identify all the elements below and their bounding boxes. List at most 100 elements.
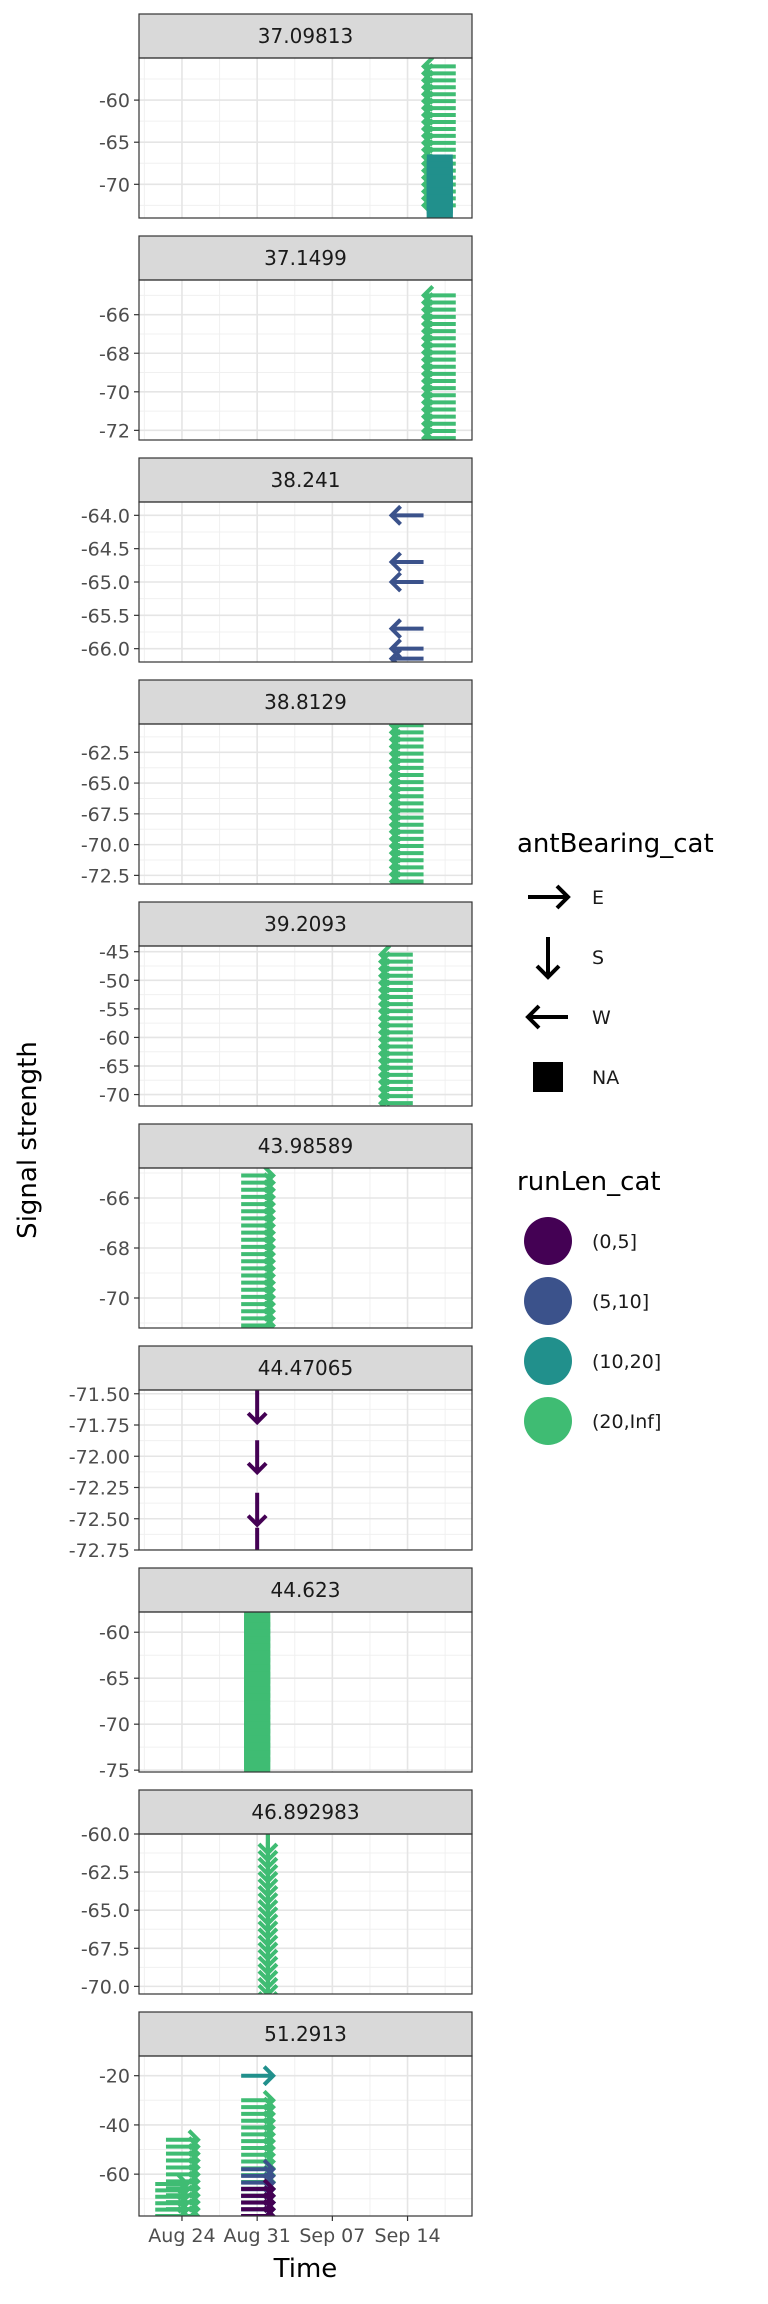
data-point xyxy=(241,1315,276,1328)
facet-panel xyxy=(139,1168,472,1328)
panel-border xyxy=(138,57,473,219)
facet-strip xyxy=(138,457,473,503)
y-tick-label: -64.0 xyxy=(81,505,130,527)
y-tick-label: -20 xyxy=(99,2066,130,2088)
legend-label-bearing: NA xyxy=(592,1067,619,1089)
y-tick-label: -70 xyxy=(99,382,130,404)
data-point xyxy=(388,551,424,573)
facet-strip-label: 37.09813 xyxy=(258,24,353,48)
y-tick-label: -72.50 xyxy=(69,1509,130,1531)
legend-label-runlen: (10,20] xyxy=(592,1351,661,1373)
y-tick-label: -60 xyxy=(99,90,130,112)
facet-strip-label: 37.1499 xyxy=(264,246,347,270)
y-tick-label: -70.0 xyxy=(81,1976,130,1998)
y-tick-label: -72.5 xyxy=(81,865,130,887)
y-tick-label: -71.75 xyxy=(69,1415,130,1437)
data-point xyxy=(426,200,453,218)
y-tick-label: -60.0 xyxy=(81,1824,130,1846)
panel-background xyxy=(139,58,472,218)
y-tick-label: -66 xyxy=(99,305,130,327)
facet-strip xyxy=(138,1567,473,1613)
facet-strip-label: 44.47065 xyxy=(258,1356,353,1380)
data-point xyxy=(388,571,424,593)
data-point xyxy=(265,1976,270,1994)
data-point xyxy=(246,1440,268,1476)
y-tick-label: -65.0 xyxy=(81,773,130,795)
panel-border xyxy=(138,1389,473,1551)
y-tick-label: -70 xyxy=(99,174,130,196)
y-tick-label: -65 xyxy=(99,132,130,154)
y-tick-label: -62.5 xyxy=(81,1862,130,1884)
y-tick-label: -71.50 xyxy=(69,1384,130,1406)
y-tick-label: -65 xyxy=(99,1056,130,1078)
x-tick-label: Sep 07 xyxy=(299,2225,365,2247)
data-point xyxy=(388,871,424,884)
facet-strip xyxy=(138,1123,473,1169)
legend-label-bearing: E xyxy=(592,887,604,909)
panel-background xyxy=(139,280,472,440)
facet-panel xyxy=(139,2056,472,2216)
legend-color-key xyxy=(524,1217,572,1265)
y-tick-label: -66.0 xyxy=(81,639,130,661)
data-point xyxy=(377,1092,413,1106)
panel-border xyxy=(138,1833,473,1995)
y-tick-label: -62.5 xyxy=(81,742,130,764)
y-tick-label: -72.75 xyxy=(69,1540,130,1562)
legend-color-key xyxy=(524,1397,572,1445)
legend-title-runlen: runLen_cat xyxy=(517,1167,661,1197)
x-axis-title: Time xyxy=(273,2254,338,2284)
y-tick-label: -60 xyxy=(99,2164,130,2186)
facet-strip xyxy=(138,1345,473,1391)
y-tick-label: -55 xyxy=(99,999,130,1021)
legend-label-bearing: S xyxy=(592,947,604,969)
x-tick-label: Sep 14 xyxy=(375,2225,441,2247)
legend-label-runlen: (20,Inf] xyxy=(592,1411,661,1433)
data-point xyxy=(165,2205,201,2216)
panel-background xyxy=(139,1834,472,1994)
panel-border xyxy=(138,945,473,1107)
data-point xyxy=(246,1390,268,1426)
y-tick-label: -70 xyxy=(99,1288,130,1310)
panel-background xyxy=(139,946,472,1106)
legend-color-key xyxy=(524,1337,572,1385)
y-axis-title: Signal strength xyxy=(13,1041,43,1239)
facet-panel xyxy=(139,1390,472,1550)
legend-color-key xyxy=(524,1277,572,1325)
y-tick-label: -70 xyxy=(99,1085,130,1107)
y-tick-label: -50 xyxy=(99,970,130,992)
x-tick-label: Aug 24 xyxy=(148,2225,215,2247)
y-tick-label: -68 xyxy=(99,1238,130,1260)
y-tick-label: -60 xyxy=(99,1027,130,1049)
facet-strip-label: 51.2913 xyxy=(264,2022,347,2046)
data-point xyxy=(246,1492,268,1528)
facet-panel xyxy=(139,1612,472,1772)
y-tick-label: -72.25 xyxy=(69,1478,130,1500)
facet-strip xyxy=(138,13,473,59)
facet-strip xyxy=(138,901,473,947)
facet-panel xyxy=(139,946,472,1106)
panel-border xyxy=(138,2055,473,2217)
y-tick-label: -45 xyxy=(99,942,130,964)
facet-strip-label: 38.241 xyxy=(271,468,341,492)
y-tick-label: -67.5 xyxy=(81,1938,130,1960)
legend-label-runlen: (0,5] xyxy=(592,1231,637,1253)
y-tick-label: -70.0 xyxy=(81,835,130,857)
facet-strip-label: 43.98589 xyxy=(258,1134,353,1158)
square-icon xyxy=(533,1062,563,1092)
legend-shape-group xyxy=(525,884,571,1092)
panel-background xyxy=(139,1612,472,1772)
panel-border xyxy=(138,723,473,885)
legend-label-bearing: W xyxy=(592,1007,611,1029)
data-point xyxy=(155,2205,191,2216)
y-tick-label: -68 xyxy=(99,343,130,365)
data-point xyxy=(388,618,424,640)
facet-strip xyxy=(138,1789,473,1835)
panel-border xyxy=(138,1611,473,1773)
y-tick-label: -72.00 xyxy=(69,1446,130,1468)
facet-strip-label: 38.8129 xyxy=(264,690,347,714)
y-tick-label: -67.5 xyxy=(81,804,130,826)
data-point xyxy=(388,504,424,526)
facet-panel xyxy=(139,724,472,884)
y-tick-label: -65.0 xyxy=(81,1900,130,1922)
